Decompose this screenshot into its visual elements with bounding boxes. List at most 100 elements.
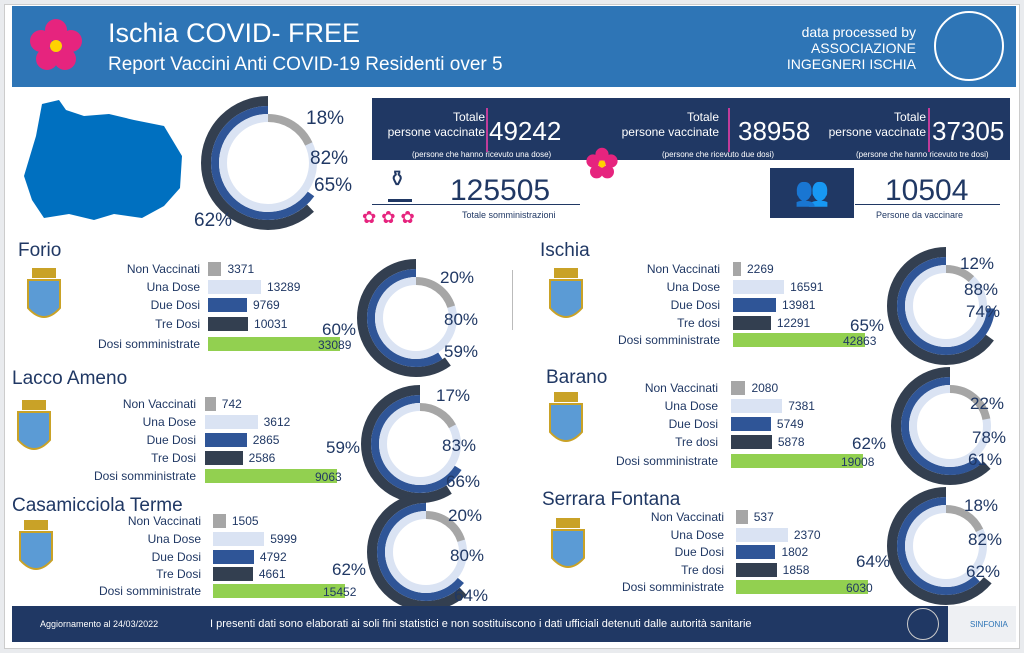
bar-value: 10031 — [254, 317, 288, 331]
row-label-text: Una Dose — [147, 532, 201, 546]
comune-name: Barano — [546, 367, 608, 388]
bar-tre — [731, 435, 772, 449]
non-vaccinati-arc — [219, 114, 317, 212]
pct-tre: 62% — [332, 560, 367, 579]
non-vaccinati-arc — [905, 265, 987, 347]
bar-non — [731, 381, 746, 395]
row-label: Dosi somministrate — [570, 333, 720, 347]
non-vaccinati-arc — [905, 505, 987, 587]
non-vaccinati-arc — [379, 403, 461, 485]
total-tre-dosi: Totale persone vaccinate 37305 (persone c… — [812, 104, 1010, 159]
credit-line: data processed by — [801, 24, 916, 40]
bar-non — [736, 510, 748, 524]
page-title: Ischia COVID- FREE — [108, 18, 361, 48]
total-due-dosi: Totale persone vaccinate 38958 (persone c… — [599, 104, 810, 159]
total-label: Totale persone vaccinate — [365, 110, 485, 140]
bar-due — [733, 298, 777, 312]
total-value: 38958 — [738, 116, 811, 146]
row-label-text: Dosi somministrate — [98, 584, 201, 598]
total-label: Totale persone vaccinate — [599, 110, 719, 140]
pct-due: 62% — [966, 562, 1001, 581]
bar-non — [205, 397, 216, 411]
bar-dosi — [205, 469, 337, 483]
pct-non: 12% — [960, 254, 995, 273]
bar-value: 4792 — [259, 550, 287, 564]
divider — [855, 204, 1000, 205]
bar-value: 19008 — [841, 455, 875, 469]
row-label-text: Tre Dosi — [156, 567, 201, 581]
comune-name: Lacco Ameno — [12, 368, 128, 389]
row-label-text: Tre Dosi — [155, 317, 200, 331]
row-label: Dosi somministrate — [51, 584, 201, 598]
row-label: Una Dose — [51, 532, 201, 546]
bar-value: 33089 — [318, 338, 352, 352]
bar-due — [731, 417, 771, 431]
disclaimer: I presenti dati sono elaborati ai soli f… — [210, 618, 752, 630]
pct-tre: 64% — [856, 552, 891, 571]
total-una-dose: Totale persone vaccinate 49242 (persone c… — [372, 104, 572, 159]
coat-of-arms-icon — [27, 268, 61, 318]
total-label-2: persone vaccinate — [621, 125, 719, 139]
bar-value: 4661 — [258, 567, 286, 581]
pct-una: 78% — [972, 428, 1007, 447]
due-dosi-arc — [897, 257, 995, 355]
bar-due — [208, 298, 247, 312]
row-label-text: Non Vaccinati — [122, 397, 196, 411]
overall-pct-due: 65% — [314, 175, 353, 196]
somministrazioni-label: Totale somministrazioni — [462, 210, 556, 220]
footer: Aggiornamento al 24/03/2022 I presenti d… — [12, 606, 1016, 642]
bar-value: 2370 — [793, 528, 821, 542]
total-label-2: persone vaccinate — [387, 125, 485, 139]
bar-value: 15452 — [323, 585, 357, 599]
bar-value: 2080 — [751, 381, 779, 395]
comune-name: Serrara Fontana — [542, 489, 681, 510]
total-note: (persone che hanno ricevuto una dose) — [412, 150, 552, 159]
bar-value: 16591 — [790, 280, 824, 294]
row-label-text: Una Dose — [664, 399, 718, 413]
row-label-text: Non Vaccinati — [127, 514, 201, 528]
bar-value: 42863 — [843, 334, 877, 348]
row-label: Non Vaccinati — [570, 262, 720, 276]
pct-una: 80% — [444, 310, 479, 329]
coat-of-arms-icon — [551, 518, 585, 568]
row-label: Due Dosi — [51, 550, 201, 564]
row-label-text: Una Dose — [146, 280, 200, 294]
separator — [928, 108, 930, 152]
bar-value: 5999 — [270, 532, 297, 546]
bar-una — [213, 532, 265, 546]
row-label-text: Dosi somministrate — [615, 454, 718, 468]
row-label: Non Vaccinati — [50, 262, 200, 276]
bar-non — [213, 514, 226, 528]
bar-tre — [205, 451, 243, 465]
divider — [372, 204, 580, 205]
comune-donut-chart — [891, 367, 1009, 485]
separator — [486, 108, 488, 152]
total-label-1: Totale — [893, 110, 926, 124]
pct-due: 59% — [444, 342, 479, 361]
row-label-text: Tre dosi — [681, 563, 724, 577]
due-dosi-arc — [211, 106, 325, 220]
row-label: Non Vaccinati — [568, 381, 718, 395]
bar-due — [213, 550, 254, 564]
pct-due: 61% — [968, 450, 1003, 469]
bar-value: 1858 — [782, 563, 810, 577]
bar-value: 9769 — [252, 298, 280, 312]
flower-icon — [586, 147, 618, 179]
credit: data processed by ASSOCIAZIONE INGEGNERI… — [787, 24, 916, 72]
row-label-text: Dosi somministrate — [97, 337, 200, 351]
ischia-island-map-icon — [24, 100, 182, 220]
row-label: Non Vaccinati — [574, 510, 724, 524]
row-label: Una Dose — [570, 280, 720, 294]
row-label: Una Dose — [574, 528, 724, 542]
page-subtitle: Report Vaccini Anti COVID-19 Residenti o… — [108, 54, 503, 75]
column-divider — [512, 270, 513, 330]
bar-value: 742 — [221, 397, 242, 411]
vaccine-vials-icon: ⚱ — [388, 166, 412, 202]
coat-of-arms-icon — [549, 392, 583, 442]
credit-line: INGEGNERI ISCHIA — [786, 56, 916, 72]
due-dosi-arc — [897, 497, 995, 595]
row-label: Due Dosi — [568, 417, 718, 431]
non-vaccinati-arc — [909, 385, 991, 467]
tre-dosi-arc — [887, 487, 1005, 605]
somministrazioni-value: 125505 — [450, 174, 551, 207]
